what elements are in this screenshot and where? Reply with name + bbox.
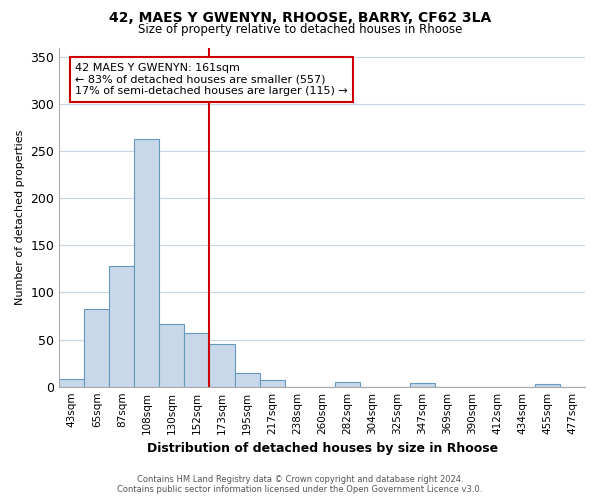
Bar (160, 324, 184, 386)
Bar (209, 344, 235, 387)
Bar (85, 310, 109, 386)
Text: 42, MAES Y GWENYN, RHOOSE, BARRY, CF62 3LA: 42, MAES Y GWENYN, RHOOSE, BARRY, CF62 3… (109, 11, 491, 25)
Text: Contains HM Land Registry data © Crown copyright and database right 2024.
Contai: Contains HM Land Registry data © Crown c… (118, 474, 482, 494)
Bar (134, 139, 160, 386)
Bar (109, 266, 134, 386)
Text: Size of property relative to detached houses in Rhoose: Size of property relative to detached ho… (138, 22, 462, 36)
Bar (235, 372, 260, 386)
Y-axis label: Number of detached properties: Number of detached properties (15, 130, 25, 305)
Bar (410, 383, 435, 386)
Bar (59, 379, 85, 386)
Text: 42 MAES Y GWENYN: 161sqm
← 83% of detached houses are smaller (557)
17% of semi-: 42 MAES Y GWENYN: 161sqm ← 83% of detach… (75, 63, 348, 96)
Bar (335, 382, 359, 386)
X-axis label: Distribution of detached houses by size in Rhoose: Distribution of detached houses by size … (146, 442, 498, 455)
Bar (260, 380, 284, 386)
Bar (184, 333, 209, 386)
Bar (535, 384, 560, 386)
